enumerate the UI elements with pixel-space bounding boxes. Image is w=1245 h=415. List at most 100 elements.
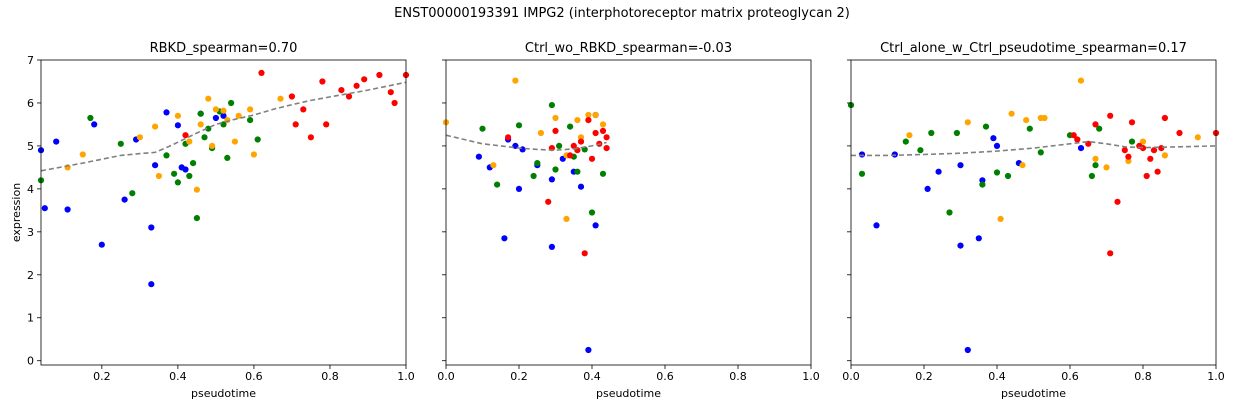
x-tick-label: 0.6 — [656, 370, 674, 383]
data-point-orange — [155, 172, 162, 180]
plot-frame — [40, 59, 407, 366]
x-tick-label: 1.0 — [1207, 370, 1225, 383]
data-point-green — [928, 129, 935, 137]
data-point-orange — [152, 123, 159, 130]
data-point-red — [376, 71, 383, 79]
data-point-red — [361, 76, 368, 83]
data-point-red — [353, 82, 360, 89]
data-point-orange — [997, 215, 1004, 222]
data-point-blue — [592, 222, 599, 229]
data-point-blue — [475, 153, 482, 160]
data-point-orange — [205, 95, 212, 102]
x-tick-label: 0.6 — [1061, 370, 1079, 383]
data-point-blue — [519, 146, 526, 153]
data-point-orange — [1103, 164, 1110, 171]
data-point-orange — [209, 142, 216, 149]
data-point-blue — [64, 206, 71, 213]
data-point-orange — [563, 215, 570, 222]
data-point-orange — [592, 111, 599, 119]
data-point-green — [1026, 125, 1033, 132]
data-point-blue — [979, 177, 986, 184]
data-point-orange — [186, 138, 193, 145]
data-point-red — [387, 89, 394, 96]
data-point-red — [1161, 114, 1168, 122]
data-point-orange — [490, 162, 497, 169]
data-point-red — [570, 142, 577, 149]
data-point-green — [224, 154, 231, 161]
data-point-red — [300, 106, 307, 113]
subplot-title: RBKD_spearman=0.70 — [150, 41, 298, 56]
data-point-red — [319, 78, 326, 85]
data-point-blue — [98, 241, 105, 248]
data-point-green — [129, 190, 136, 197]
data-point-green — [556, 142, 563, 149]
data-point-blue — [873, 222, 880, 229]
data-point-red — [567, 152, 574, 159]
data-point-red — [599, 127, 607, 134]
data-point-red — [1158, 145, 1165, 152]
data-point-red — [1176, 129, 1183, 137]
data-point-red — [603, 145, 610, 152]
data-point-blue — [964, 346, 971, 354]
y-tick-label: 0 — [27, 355, 34, 368]
data-point-red — [552, 127, 559, 134]
data-point-green — [993, 169, 1001, 176]
data-point-orange — [197, 121, 204, 128]
data-point-red — [1150, 147, 1158, 154]
data-point-orange — [577, 134, 585, 141]
trend-line — [445, 134, 607, 152]
data-point-blue — [53, 138, 60, 145]
data-point-red — [1147, 155, 1154, 162]
x-tick-label: 1.0 — [802, 370, 820, 383]
data-point-blue — [501, 235, 508, 242]
data-point-red — [603, 134, 610, 141]
data-point-green — [1092, 162, 1099, 169]
data-point-green — [953, 129, 961, 137]
data-point-orange — [136, 134, 143, 141]
data-point-red — [588, 155, 596, 162]
subplot-title: Ctrl_alone_w_Ctrl_pseudotime_spearman=0.… — [880, 41, 1187, 56]
data-point-green — [1088, 172, 1095, 180]
data-point-green — [479, 125, 486, 132]
data-point-blue — [152, 162, 159, 169]
data-point-red — [1114, 198, 1121, 205]
data-point-red — [182, 132, 189, 139]
data-point-blue — [91, 121, 98, 128]
data-point-orange — [247, 106, 254, 113]
x-tick-label: 0.8 — [729, 370, 747, 383]
data-point-blue — [548, 176, 556, 183]
data-point-green — [1004, 172, 1012, 180]
data-point-red — [345, 93, 353, 100]
data-point-blue — [148, 281, 155, 288]
data-point-green — [982, 123, 990, 130]
subplot-3: Ctrl_alone_w_Ctrl_pseudotime_spearman=0.… — [842, 41, 1225, 400]
data-point-red — [1092, 121, 1099, 128]
data-point-orange — [906, 132, 913, 139]
data-point-red — [1070, 132, 1077, 139]
data-point-orange — [220, 107, 227, 114]
data-point-orange — [79, 151, 86, 158]
data-point-green — [599, 170, 607, 177]
data-point-orange — [585, 111, 592, 119]
data-point-green — [494, 181, 501, 188]
data-point-green — [979, 181, 986, 188]
data-point-blue — [121, 196, 128, 203]
x-tick-label: 0.6 — [245, 370, 263, 383]
subplot-2: Ctrl_wo_RBKD_spearman=-0.03 0.0 0.2 0.4 0.6 0… — [437, 41, 820, 400]
x-tick-label: 0.2 — [510, 370, 528, 383]
y-tick-label: 5 — [27, 140, 34, 153]
data-point-blue — [212, 114, 219, 122]
figure-title: ENST00000193391 IMPG2 (interphotorecepto… — [394, 6, 850, 21]
data-point-orange — [1161, 152, 1168, 159]
data-point-green — [117, 140, 124, 147]
data-point-red — [592, 129, 599, 137]
data-point-red — [258, 69, 265, 76]
data-point-blue — [174, 122, 181, 129]
data-point-orange — [1092, 155, 1099, 162]
data-point-red — [1121, 147, 1128, 154]
data-point-blue — [220, 112, 227, 119]
y-tick-label: 6 — [27, 97, 34, 110]
data-point-orange — [599, 121, 607, 128]
plot-frame — [445, 59, 812, 366]
